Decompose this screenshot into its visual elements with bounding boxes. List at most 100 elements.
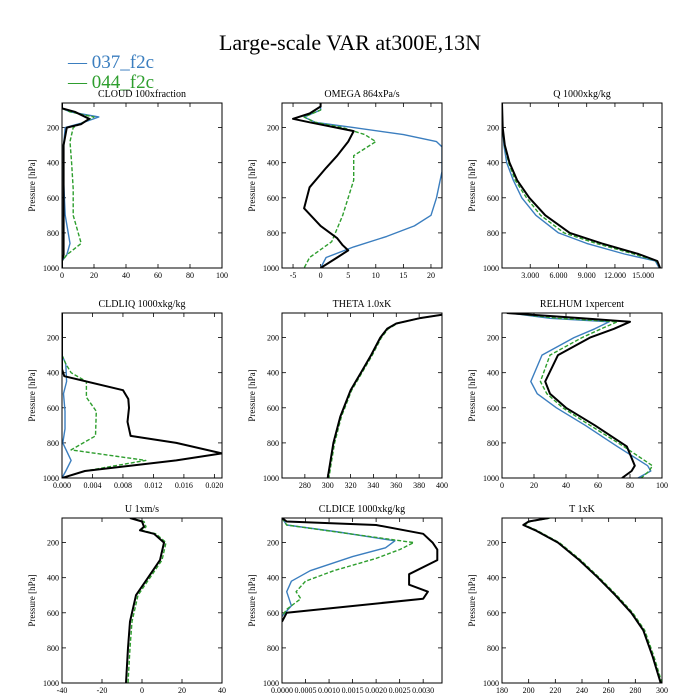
chart-panel-8: CLDICE 1000xkg/kg Pressure [hPa] 200 400 600…: [247, 504, 443, 695]
x-tick-label: 360: [390, 481, 402, 490]
legend-entry-044: — 044_f2c: [68, 73, 154, 93]
x-tick-label: 20: [90, 271, 98, 280]
y-tick-label: 600: [267, 609, 279, 618]
chart-panel-3: Q 1000xkg/kg Pressure [hPa] 200 400 600 800 10…: [467, 89, 663, 280]
y-tick-label: 400: [47, 159, 59, 168]
x-tick-label: 0.004: [83, 481, 101, 490]
series-control: [522, 518, 662, 683]
y-tick-label: 1000: [483, 474, 499, 483]
x-tick-label: -20: [97, 686, 108, 695]
y-tick-label: 800: [47, 229, 59, 238]
y-tick-label: 800: [487, 229, 499, 238]
x-tick-label: 240: [576, 686, 588, 695]
x-tick-label: 60: [594, 481, 602, 490]
series-control: [506, 313, 636, 478]
legend-line-037: —: [68, 52, 92, 73]
series-044: [127, 518, 167, 683]
x-tick-label: 0.000: [53, 481, 71, 490]
series-037: [327, 314, 442, 478]
x-tick-label: 40: [562, 481, 570, 490]
series-044: [524, 518, 662, 683]
panel-title: CLDLIQ 1000xkg/kg: [99, 299, 186, 310]
plot-frame: [61, 517, 223, 684]
x-tick-label: 0.012: [144, 481, 162, 490]
x-tick-label: -5: [290, 271, 297, 280]
x-tick-label: 20: [178, 686, 186, 695]
chart-panel-5: THETA 1.0xK Pressure [hPa] 200 400 600 800 100…: [247, 299, 448, 490]
x-tick-label: 100: [656, 481, 668, 490]
y-tick-label: 1000: [43, 679, 59, 688]
x-tick-label: 340: [367, 481, 379, 490]
x-tick-label: 15: [399, 271, 407, 280]
series-044: [303, 103, 377, 268]
series-control: [282, 518, 439, 623]
series-044: [328, 314, 442, 478]
y-tick-label: 200: [487, 334, 499, 343]
y-tick-label: 400: [487, 574, 499, 583]
x-tick-label: 280: [299, 481, 311, 490]
y-axis-label: Pressure [hPa]: [247, 159, 257, 211]
y-tick-label: 400: [267, 574, 279, 583]
x-tick-label: 0.0015: [342, 686, 364, 695]
y-tick-label: 800: [267, 439, 279, 448]
panel-title: CLDICE 1000xkg/kg: [319, 504, 405, 515]
y-tick-label: 800: [267, 229, 279, 238]
y-axis-label: Pressure [hPa]: [27, 574, 37, 626]
panel-title: Q 1000xkg/kg: [553, 89, 611, 100]
y-axis-label: Pressure [hPa]: [467, 574, 477, 626]
panel-title: THETA 1.0xK: [333, 299, 392, 310]
series-control: [62, 313, 222, 478]
x-tick-label: 0: [60, 271, 64, 280]
plot-frame: [281, 517, 443, 684]
y-tick-label: 600: [487, 404, 499, 413]
x-tick-label: 15.000: [632, 271, 654, 280]
x-tick-label: 0.008: [114, 481, 132, 490]
x-tick-label: 0.0030: [412, 686, 434, 695]
x-tick-label: 300: [322, 481, 334, 490]
series-control: [292, 103, 355, 268]
x-tick-label: 0.016: [175, 481, 193, 490]
series-037: [125, 518, 165, 683]
y-axis-label: Pressure [hPa]: [467, 369, 477, 421]
x-tick-label: 280: [629, 686, 641, 695]
y-tick-label: 600: [47, 404, 59, 413]
y-axis-label: Pressure [hPa]: [247, 369, 257, 421]
x-tick-label: 40: [122, 271, 130, 280]
y-tick-label: 600: [487, 609, 499, 618]
series-control: [125, 518, 165, 683]
y-tick-label: 800: [487, 644, 499, 653]
x-tick-label: 260: [603, 686, 615, 695]
x-tick-label: 0.0000: [271, 686, 293, 695]
x-tick-label: 20: [530, 481, 538, 490]
series-044: [509, 313, 654, 478]
y-tick-label: 800: [47, 439, 59, 448]
legend-label-037: 037_f2c: [91, 52, 155, 73]
panel-title: CLOUD 100xfraction: [98, 89, 186, 100]
y-axis-label: Pressure [hPa]: [247, 574, 257, 626]
y-tick-label: 400: [47, 574, 59, 583]
plot-frame: [61, 312, 223, 479]
x-tick-label: 5: [346, 271, 350, 280]
x-tick-label: 380: [413, 481, 425, 490]
legend-line-044: —: [68, 72, 92, 93]
legend-entry-037: — 037_f2c: [68, 53, 154, 73]
y-tick-label: 1000: [483, 264, 499, 273]
series-037: [509, 313, 652, 478]
x-tick-label: 220: [549, 686, 561, 695]
x-tick-label: 320: [345, 481, 357, 490]
y-axis-label: Pressure [hPa]: [27, 369, 37, 421]
x-tick-label: 9.000: [578, 271, 596, 280]
y-tick-label: 400: [487, 159, 499, 168]
y-tick-label: 200: [47, 124, 59, 133]
x-tick-label: 3.000: [521, 271, 539, 280]
y-tick-label: 600: [487, 194, 499, 203]
y-tick-label: 400: [47, 369, 59, 378]
x-tick-label: 0.0010: [318, 686, 340, 695]
x-tick-label: 40: [218, 686, 226, 695]
y-tick-label: 600: [267, 404, 279, 413]
series-control: [502, 103, 662, 268]
x-tick-label: 0.0005: [295, 686, 317, 695]
